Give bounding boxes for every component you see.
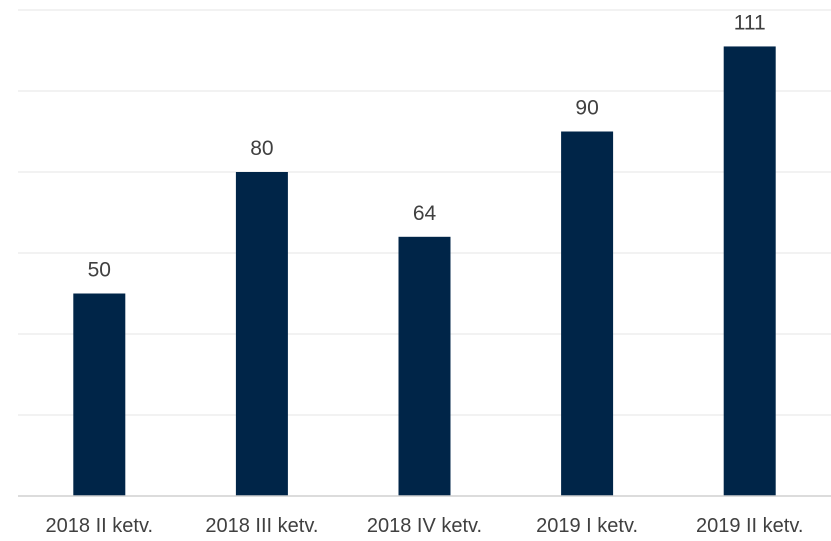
data-label: 111 xyxy=(734,11,766,34)
data-labels: 50 80 64 90 111 xyxy=(88,11,766,281)
data-label: 90 xyxy=(575,97,598,120)
x-tick-label: 2019 I ketv. xyxy=(536,515,638,537)
x-tick-label: 2019 II ketv. xyxy=(696,515,803,537)
bars xyxy=(73,46,776,497)
x-tick-labels: 2018 II ketv. 2018 III ketv. 2018 IV ketv.… xyxy=(46,515,804,537)
data-label: 64 xyxy=(413,202,437,225)
data-label: 80 xyxy=(250,137,273,160)
bar xyxy=(561,131,614,496)
bar xyxy=(73,293,126,496)
bar xyxy=(235,172,288,496)
x-tick-label: 2018 III ketv. xyxy=(205,515,318,537)
x-tick-label: 2018 II ketv. xyxy=(46,515,153,537)
data-label: 50 xyxy=(88,259,111,282)
bar xyxy=(398,236,451,497)
x-tick-label: 2018 IV ketv. xyxy=(367,515,482,537)
bar xyxy=(723,46,776,496)
